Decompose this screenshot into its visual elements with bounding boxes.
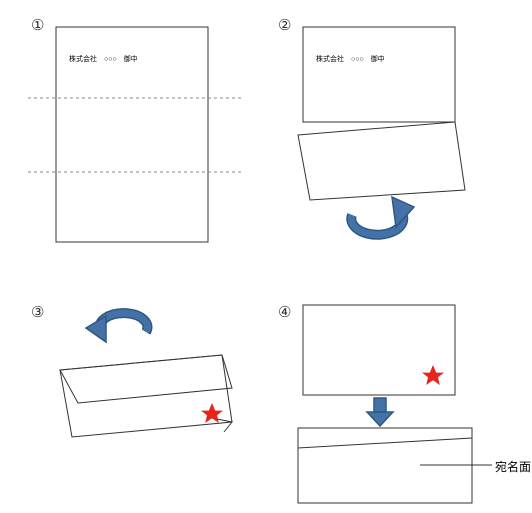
s4-annotation: 宛名面 <box>495 458 531 475</box>
step4-number: ④ <box>278 303 291 321</box>
s2-letter-top <box>303 27 455 122</box>
s4-folded-letter <box>303 305 455 395</box>
step4-group <box>298 305 492 503</box>
s2-flap <box>298 122 465 200</box>
step2-number: ② <box>278 16 291 34</box>
step1-number: ① <box>31 16 44 34</box>
diagram-svg <box>0 0 532 513</box>
curve-arrow-icon <box>86 313 147 342</box>
step3-number: ③ <box>31 303 44 321</box>
down-arrow-icon <box>367 398 393 426</box>
curve-arrow-icon <box>351 197 414 235</box>
s1-letter-text: 株式会社 ○○○ 御中 <box>69 54 138 64</box>
step3-group <box>60 313 232 437</box>
s2-letter-text: 株式会社 ○○○ 御中 <box>316 54 385 64</box>
